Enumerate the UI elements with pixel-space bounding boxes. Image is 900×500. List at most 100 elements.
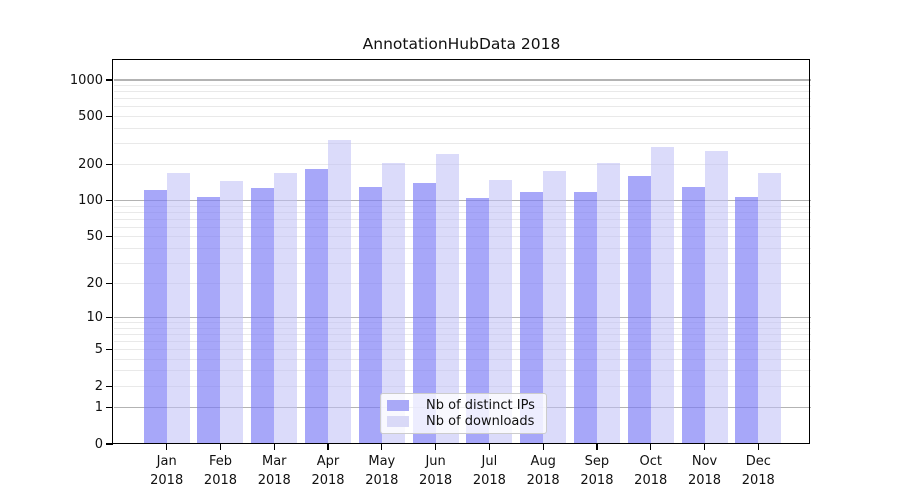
bar-downloads xyxy=(704,150,728,444)
x-axis-tick-label: Nov 2018 xyxy=(687,454,722,488)
gridline-minor xyxy=(113,370,811,372)
gridline-minor xyxy=(113,327,811,329)
y-tick-mark xyxy=(106,164,113,166)
bar-distinct-ips xyxy=(412,182,436,444)
bar-distinct-ips xyxy=(466,198,490,444)
gridline-major xyxy=(113,200,811,202)
bar-downloads xyxy=(489,179,513,444)
bar-distinct-ips xyxy=(305,168,329,444)
x-axis-tick-label: Jun 2018 xyxy=(419,454,453,488)
x-tick-mark xyxy=(703,443,706,450)
bar-distinct-ips xyxy=(627,175,651,444)
x-tick-mark xyxy=(381,443,383,450)
gridline-minor xyxy=(113,205,811,207)
y-axis-tick-label: 50 xyxy=(86,229,103,245)
x-tick-mark xyxy=(488,443,490,450)
y-tick-mark xyxy=(106,317,113,319)
y-tick-mark xyxy=(106,385,113,387)
y-tick-mark xyxy=(106,406,113,409)
gridline-minor xyxy=(113,333,811,335)
gridline-minor xyxy=(113,127,811,129)
bar-distinct-ips xyxy=(197,196,221,444)
gridline-minor xyxy=(113,385,811,387)
gridline-minor xyxy=(113,106,811,108)
gridline-minor xyxy=(113,85,811,87)
y-axis-tick-label: 10 xyxy=(86,310,103,326)
legend-item-distinct-ips: Nb of distinct IPs xyxy=(381,397,546,414)
y-axis-tick-label: 5 xyxy=(94,342,103,358)
gridline-minor xyxy=(113,91,811,93)
bar-downloads xyxy=(543,171,567,444)
y-tick-mark xyxy=(106,236,113,238)
bar-distinct-ips xyxy=(520,191,544,444)
y-axis-tick-label: 1000 xyxy=(69,72,103,88)
bar-downloads xyxy=(220,180,244,444)
legend-swatch-distinct-ips xyxy=(387,399,409,411)
bar-distinct-ips xyxy=(251,188,275,444)
y-axis-tick-label: 1 xyxy=(94,399,103,415)
bar-downloads xyxy=(596,163,620,444)
bar-downloads xyxy=(650,146,674,444)
y-axis-tick-label: 20 xyxy=(86,276,103,292)
x-tick-mark xyxy=(327,443,329,450)
gridline-minor xyxy=(113,349,811,351)
gridline-minor xyxy=(113,226,811,228)
y-tick-mark xyxy=(106,349,113,351)
gridline-minor xyxy=(113,164,811,166)
gridline-major xyxy=(113,79,811,81)
legend-label-distinct-ips: Nb of distinct IPs xyxy=(426,397,535,413)
legend-item-downloads: Nb of downloads xyxy=(381,414,546,431)
bar-distinct-ips xyxy=(358,186,382,444)
y-axis-tick-label: 200 xyxy=(78,157,103,173)
y-tick-mark xyxy=(106,283,113,285)
gridline-minor xyxy=(113,116,811,117)
bar-distinct-ips xyxy=(681,186,705,444)
gridline-minor xyxy=(113,236,811,238)
x-tick-mark xyxy=(542,443,544,450)
gridline-minor xyxy=(113,358,811,360)
y-tick-mark xyxy=(106,79,113,81)
bar-downloads xyxy=(166,173,190,444)
gridline-major xyxy=(113,317,811,319)
bar-downloads xyxy=(435,153,459,444)
x-axis-tick-label: Apr 2018 xyxy=(311,454,345,488)
legend: Nb of distinct IPs Nb of downloads xyxy=(380,393,547,434)
gridline-minor xyxy=(113,322,811,324)
x-axis-tick-label: Dec 2018 xyxy=(741,454,775,488)
x-axis-tick-label: Jul 2018 xyxy=(472,454,506,488)
y-tick-mark xyxy=(106,200,113,202)
gridline-minor xyxy=(113,283,811,285)
legend-swatch-downloads xyxy=(387,416,409,428)
gridline-minor xyxy=(113,340,811,342)
y-axis-tick-label: 100 xyxy=(78,193,103,209)
x-axis-tick-label: Oct 2018 xyxy=(634,454,668,488)
x-axis-tick-label: Jan 2018 xyxy=(150,454,184,488)
x-tick-mark xyxy=(650,443,652,450)
bar-distinct-ips xyxy=(573,191,597,444)
x-tick-mark xyxy=(166,443,168,450)
x-axis-tick-label: Mar 2018 xyxy=(257,454,291,488)
y-tick-mark xyxy=(106,443,113,445)
x-tick-mark xyxy=(435,443,437,450)
y-tick-mark xyxy=(106,115,113,118)
x-tick-mark xyxy=(596,443,598,450)
bar-downloads xyxy=(328,139,352,444)
gridline-minor xyxy=(113,247,811,249)
gridline-minor xyxy=(113,218,811,220)
x-axis-tick-label: Feb 2018 xyxy=(203,454,238,488)
gridline-minor xyxy=(113,98,811,100)
x-tick-mark xyxy=(273,443,275,450)
gridline-minor xyxy=(113,262,811,264)
gridline-minor xyxy=(113,212,811,213)
x-tick-mark xyxy=(219,443,222,450)
x-axis-tick-label: Sep 2018 xyxy=(580,454,614,488)
y-axis-tick-label: 0 xyxy=(94,436,103,452)
chart-title: AnnotationHubData 2018 xyxy=(362,35,561,53)
y-axis-tick-label: 500 xyxy=(78,109,103,124)
bar-downloads xyxy=(274,172,298,444)
x-tick-mark xyxy=(757,443,759,450)
bar-distinct-ips xyxy=(143,189,167,444)
